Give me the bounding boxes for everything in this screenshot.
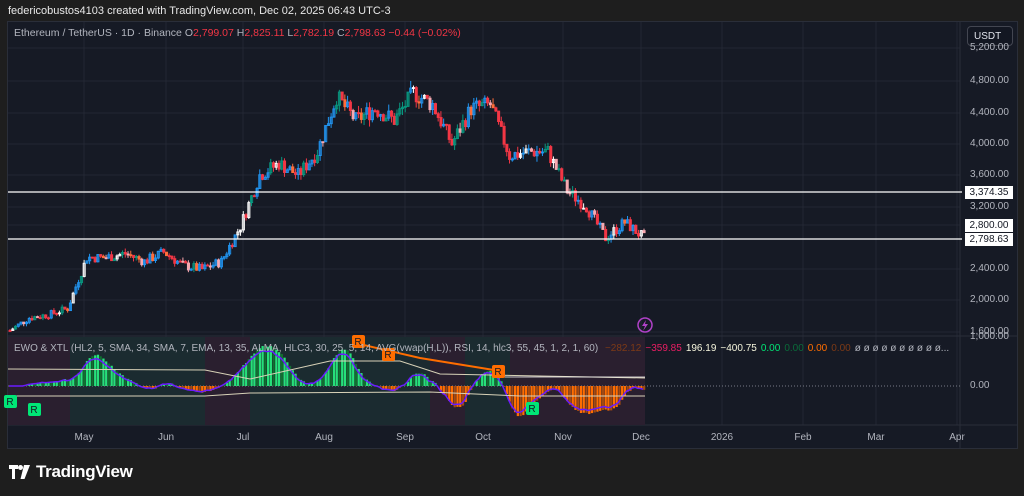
symbol-legend: Ethereum / TetherUS · 1D · Binance O2,79… xyxy=(14,27,461,39)
time-axis-label: Nov xyxy=(554,432,572,443)
indicator-value: 0.00 xyxy=(807,343,828,354)
time-axis-label: Oct xyxy=(475,432,491,443)
signal-badge: R xyxy=(526,402,539,415)
price-axis-tick: 2,400.00 xyxy=(970,263,1009,274)
high-value: 2,825.11 xyxy=(244,27,285,39)
time-axis-label: May xyxy=(74,432,94,443)
indicator-value: 196.19 xyxy=(685,343,717,354)
price-axis-tick: 3,200.00 xyxy=(970,201,1009,212)
signal-badge: R xyxy=(492,365,505,378)
signal-badge: R xyxy=(382,348,395,361)
price-axis-tick: 4,000.00 xyxy=(970,138,1009,149)
indicator-value: ø ø ø ø ø ø ø ø ø ø... xyxy=(854,343,950,354)
time-axis-label: Feb xyxy=(794,432,812,443)
indicator-legend[interactable]: EWO & XTL (HL2, 5, SMA, 34, SMA, 7, EMA,… xyxy=(14,343,953,354)
indicator-title[interactable]: EWO & XTL (HL2, 5, SMA, 34, SMA, 7, EMA,… xyxy=(14,343,599,354)
currency-button[interactable]: USDT xyxy=(967,26,1013,46)
time-axis-label: Jul xyxy=(236,432,250,443)
indicator-value: 0.00 xyxy=(784,343,804,354)
price-axis-tick: 1,600.00 xyxy=(970,326,1009,337)
close-value: 2,798.63 xyxy=(344,27,386,39)
symbol-name[interactable]: Ethereum / TetherUS · 1D · Binance xyxy=(14,27,182,39)
lightning-icon[interactable] xyxy=(637,317,653,333)
price-axis-tick: 4,400.00 xyxy=(970,107,1009,118)
svg-text:R: R xyxy=(6,397,13,408)
svg-text:R: R xyxy=(30,405,37,416)
svg-text:R: R xyxy=(494,367,501,378)
svg-text:R: R xyxy=(384,350,391,361)
time-axis-label: Mar xyxy=(867,432,885,443)
low-value: 2,782.19 xyxy=(293,27,335,39)
price-axis-tick: 2,000.00 xyxy=(970,294,1009,305)
time-axis-label: Jun xyxy=(157,432,175,443)
price-axis-tick: 3,600.00 xyxy=(970,169,1009,180)
signal-badge: R xyxy=(4,395,17,408)
indicator-axis-tick: 0.00 xyxy=(970,380,990,391)
tradingview-logo-icon xyxy=(9,465,30,479)
time-axis-label: Apr xyxy=(949,432,965,443)
logo-text: TradingView xyxy=(36,462,133,481)
indicator-value: −400.75 xyxy=(720,343,757,354)
indicator-value: −359.85 xyxy=(645,343,682,354)
time-axis-label: 2026 xyxy=(710,432,734,443)
indicator-value: −282.12 xyxy=(604,343,642,354)
chart-credit: federicobustos4103 created with TradingV… xyxy=(8,5,391,17)
price-tag: 3,374.35 xyxy=(965,186,1013,199)
time-axis-label: Dec xyxy=(632,432,650,443)
signal-badge: R xyxy=(352,335,365,348)
svg-text:R: R xyxy=(354,337,361,348)
time-axis-label: Sep xyxy=(396,432,414,443)
change-value: −0.44 (−0.02%) xyxy=(388,27,461,39)
indicator-value: 0.00 xyxy=(831,343,851,354)
svg-text:R: R xyxy=(528,404,535,415)
price-tag: 2,800.00 xyxy=(965,219,1013,232)
time-axis-label: Aug xyxy=(315,432,333,443)
indicator-value: 0.00 xyxy=(760,343,781,354)
open-value: 2,799.07 xyxy=(192,27,234,39)
indicator-axis-tick: 1,000.00 xyxy=(970,331,1009,342)
price-tag: 2,798.63 xyxy=(965,233,1013,246)
tradingview-logo[interactable]: TradingView xyxy=(9,462,133,482)
signal-badge: R xyxy=(28,403,41,416)
price-axis-tick: 4,800.00 xyxy=(970,75,1009,86)
price-axis-tick: 5,200.00 xyxy=(970,42,1009,53)
